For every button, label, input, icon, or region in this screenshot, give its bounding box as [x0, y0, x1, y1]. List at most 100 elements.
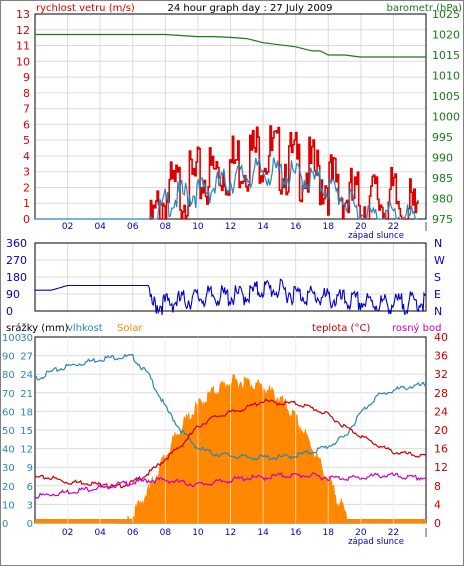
barometer-tick-label: 990	[432, 152, 453, 165]
rain-tick-label: 80	[2, 370, 15, 381]
humidity-tick-label: 30	[20, 333, 33, 344]
time-tick-label: 14	[257, 528, 269, 538]
rain-tick-label: 0	[2, 519, 8, 530]
chart-title: 24 hour graph day : 27 July 2009	[167, 3, 332, 14]
panel3-time-ticks: 02 04 06 08 10 12 14 16 18 20 22 |	[62, 528, 428, 538]
direction-tick-label: 90	[6, 288, 20, 301]
wind-tick-label: 13	[16, 8, 30, 21]
compass-label: W	[434, 254, 445, 267]
temperature-tick-label: 40	[434, 331, 448, 344]
barometer-line	[35, 33, 426, 58]
rain-tick-label: 30	[2, 463, 15, 474]
compass-label: N	[434, 237, 442, 250]
time-tick-label: 06	[127, 222, 139, 232]
panel1-frame	[34, 13, 427, 220]
sunset-label-2: západ slunce	[348, 537, 404, 547]
temperature-tick-label: 32	[434, 368, 448, 381]
barometer-axis-label: barometr (hPa)	[387, 3, 463, 14]
humidity-tick-label: 24	[20, 370, 33, 381]
time-tick-label: 12	[225, 222, 236, 232]
direction-tick-label: 270	[6, 254, 27, 267]
panel2-grid	[35, 243, 426, 311]
time-tick-label: 20	[355, 222, 367, 232]
temperature-tick-label: 4	[434, 498, 441, 511]
dewpoint-axis-label: rosný bod	[392, 322, 441, 334]
humidity-axis-label: vlhkost	[67, 323, 103, 334]
time-tick-label: 10	[192, 222, 204, 232]
barometer-tick-label: 995	[432, 131, 453, 144]
temperature-tick-label: 16	[434, 443, 448, 456]
wind-tick-label: 1	[23, 197, 30, 210]
compass-label: E	[434, 288, 441, 301]
wind-tick-label: 0	[23, 213, 30, 226]
panel2-frame	[34, 242, 427, 312]
time-tick-label: 04	[94, 528, 106, 538]
panel3-series	[34, 337, 427, 524]
rain-tick-label: 10	[2, 500, 15, 511]
humidity-tick-label: 18	[20, 407, 33, 418]
wind-tick-label: 7	[23, 103, 30, 116]
humidity-tick-label: 3	[27, 500, 33, 511]
time-tick-label: 06	[127, 528, 139, 538]
panel2-series	[35, 278, 427, 316]
wind-axis-label: rychlost vetru (m/s)	[36, 3, 135, 14]
wind-barometer-panel: rychlost vetru (m/s) 24 hour graph day :…	[16, 3, 462, 241]
time-tick-label: 16	[290, 528, 302, 538]
humidity-line	[34, 353, 427, 461]
dewpoint-line	[34, 472, 427, 500]
sunset-label: západ slunce	[348, 231, 404, 241]
barometer-tick-label: 1005	[432, 90, 460, 103]
direction-tick-label: 180	[6, 271, 27, 284]
climate-panel: srážky (mm) vlhkost Solar teplota (°C) r…	[2, 322, 448, 547]
rain-tick-label: 50	[2, 426, 15, 437]
panel1-time-ticks: 02 04 06 08 10 12 14 16 18 20 22 |	[62, 222, 428, 232]
barometer-ticks: 975 980 985 990 995 1000 1005 1010 1015 1020 1025	[432, 8, 460, 226]
temperature-tick-label: 20	[434, 424, 448, 437]
barometer-tick-label: 985	[432, 172, 453, 185]
humidity-tick-label: 6	[27, 482, 33, 493]
barometer-tick-label: 1015	[432, 49, 460, 62]
direction-ticks: 0 90 180 270 360	[6, 237, 27, 318]
wind-gust-line	[149, 125, 419, 220]
panel1-series	[35, 33, 426, 220]
wind-tick-label: 3	[23, 166, 30, 179]
climate-left-ticks: 0 10 20 30 40 50 60 70 80 90 100 0 3 6 9 12 15 18 21 24 27 30	[2, 333, 33, 530]
direction-tick-label: 0	[6, 305, 13, 318]
rain-tick-label: 60	[2, 407, 15, 418]
wind-tick-label: 12	[16, 24, 30, 37]
barometer-tick-label: 1010	[432, 70, 460, 83]
time-tick-label: 18	[323, 528, 335, 538]
time-tick-label: 16	[290, 222, 302, 232]
temperature-tick-label: 12	[434, 461, 448, 474]
barometer-tick-label: 1020	[432, 29, 460, 42]
compass-label: S	[434, 271, 441, 284]
barometer-tick-label: 975	[432, 213, 453, 226]
time-tick-label: |	[424, 528, 427, 538]
time-tick-label: 22	[388, 222, 399, 232]
rain-axis-label: srážky (mm)	[6, 322, 69, 334]
humidity-tick-label: 27	[20, 352, 33, 363]
humidity-tick-label: 15	[20, 426, 33, 437]
temperature-axis-label: teplota (°C)	[312, 323, 370, 334]
time-tick-label: 22	[388, 528, 399, 538]
rain-tick-label: 20	[2, 482, 15, 493]
time-tick-label: 12	[225, 528, 236, 538]
time-tick-label: 18	[323, 222, 335, 232]
humidity-tick-label: 0	[27, 519, 33, 530]
temperature-tick-label: 0	[434, 517, 441, 530]
barometer-tick-label: 1000	[432, 111, 460, 124]
wind-tick-label: 2	[23, 181, 30, 194]
temperature-tick-label: 36	[434, 350, 448, 363]
time-tick-label: 08	[160, 528, 172, 538]
wind-tick-label: 10	[16, 55, 30, 68]
wind-tick-label: 4	[23, 150, 30, 163]
temperature-tick-label: 8	[434, 480, 441, 493]
time-tick-label: 02	[62, 222, 73, 232]
wind-tick-label: 6	[23, 118, 30, 131]
wind-tick-label: 11	[16, 40, 30, 53]
time-tick-label: |	[424, 222, 427, 232]
rain-tick-label: 70	[2, 389, 15, 400]
